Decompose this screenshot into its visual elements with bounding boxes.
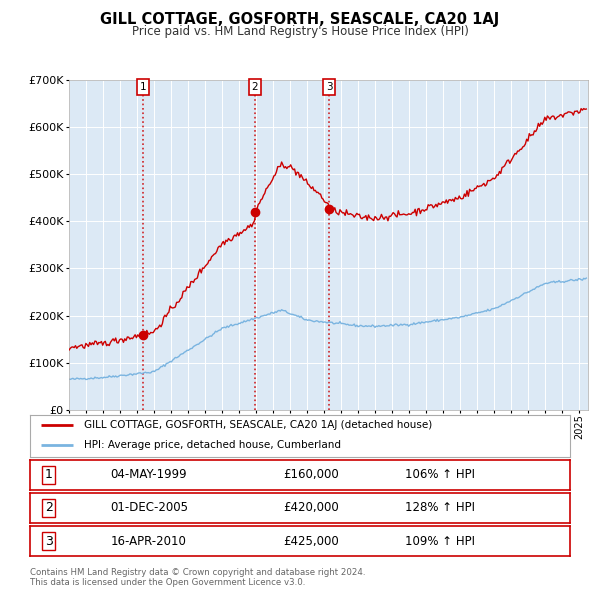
Text: 2: 2 — [251, 82, 258, 92]
Text: £420,000: £420,000 — [283, 502, 338, 514]
Text: GILL COTTAGE, GOSFORTH, SEASCALE, CA20 1AJ (detached house): GILL COTTAGE, GOSFORTH, SEASCALE, CA20 1… — [84, 421, 432, 430]
Text: 01-DEC-2005: 01-DEC-2005 — [110, 502, 188, 514]
Text: Contains HM Land Registry data © Crown copyright and database right 2024.
This d: Contains HM Land Registry data © Crown c… — [30, 568, 365, 587]
Text: GILL COTTAGE, GOSFORTH, SEASCALE, CA20 1AJ: GILL COTTAGE, GOSFORTH, SEASCALE, CA20 1… — [100, 12, 500, 27]
Text: HPI: Average price, detached house, Cumberland: HPI: Average price, detached house, Cumb… — [84, 440, 341, 450]
Text: 128% ↑ HPI: 128% ↑ HPI — [406, 502, 475, 514]
Text: Price paid vs. HM Land Registry's House Price Index (HPI): Price paid vs. HM Land Registry's House … — [131, 25, 469, 38]
Text: 04-MAY-1999: 04-MAY-1999 — [110, 468, 187, 481]
Text: 1: 1 — [140, 82, 146, 92]
Text: 3: 3 — [326, 82, 332, 92]
Text: 109% ↑ HPI: 109% ↑ HPI — [406, 535, 475, 548]
Text: 2: 2 — [45, 502, 53, 514]
Text: 1: 1 — [45, 468, 53, 481]
Text: £425,000: £425,000 — [283, 535, 338, 548]
Text: 16-APR-2010: 16-APR-2010 — [111, 535, 187, 548]
Text: £160,000: £160,000 — [283, 468, 338, 481]
Text: 3: 3 — [45, 535, 53, 548]
Text: 106% ↑ HPI: 106% ↑ HPI — [406, 468, 475, 481]
